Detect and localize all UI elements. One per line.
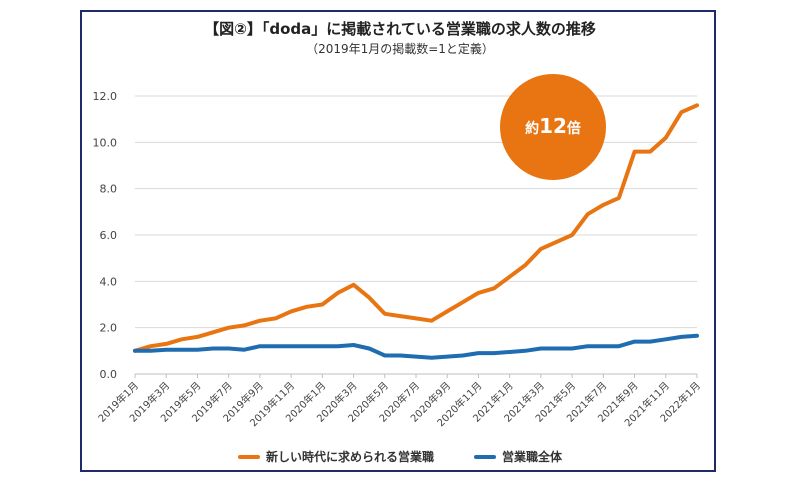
legend-item-all-sales: 営業職全体 [474, 448, 562, 465]
multiplier-badge: 約12倍 [500, 74, 606, 180]
legend-item-new-sales: 新しい時代に求められる営業職 [237, 448, 434, 465]
y-tick-label: 12.0 [93, 90, 118, 103]
badge-circle [500, 74, 606, 180]
legend-swatch-orange [237, 454, 260, 459]
badge-suffix: 倍 [567, 120, 581, 137]
badge-text: 約12倍 [525, 114, 581, 138]
badge-number: 12 [539, 114, 567, 138]
legend-label-all-sales: 営業職全体 [502, 450, 563, 464]
y-tick-label: 10.0 [93, 136, 118, 149]
y-tick-label: 4.0 [100, 275, 118, 288]
y-tick-label: 8.0 [100, 183, 118, 196]
chart-title: 【図②】「doda」に掲載されている営業職の求人数の推移 [204, 20, 596, 38]
legend-label-new-sales: 新しい時代に求められる営業職 [265, 450, 434, 464]
legend: 新しい時代に求められる営業職 営業職全体 [0, 448, 800, 465]
y-tick-label: 2.0 [100, 322, 118, 335]
badge-prefix: 約 [525, 120, 539, 137]
series-line-all-sales [133, 333, 699, 360]
chart-subtitle: （2019年1月の掲載数=1と定義） [306, 42, 494, 56]
y-tick-label: 6.0 [100, 229, 118, 242]
chart-frame [80, 10, 716, 472]
legend-swatch-blue [474, 454, 496, 459]
y-tick-label: 0.0 [100, 368, 118, 381]
series-line-new-sales [133, 103, 699, 353]
